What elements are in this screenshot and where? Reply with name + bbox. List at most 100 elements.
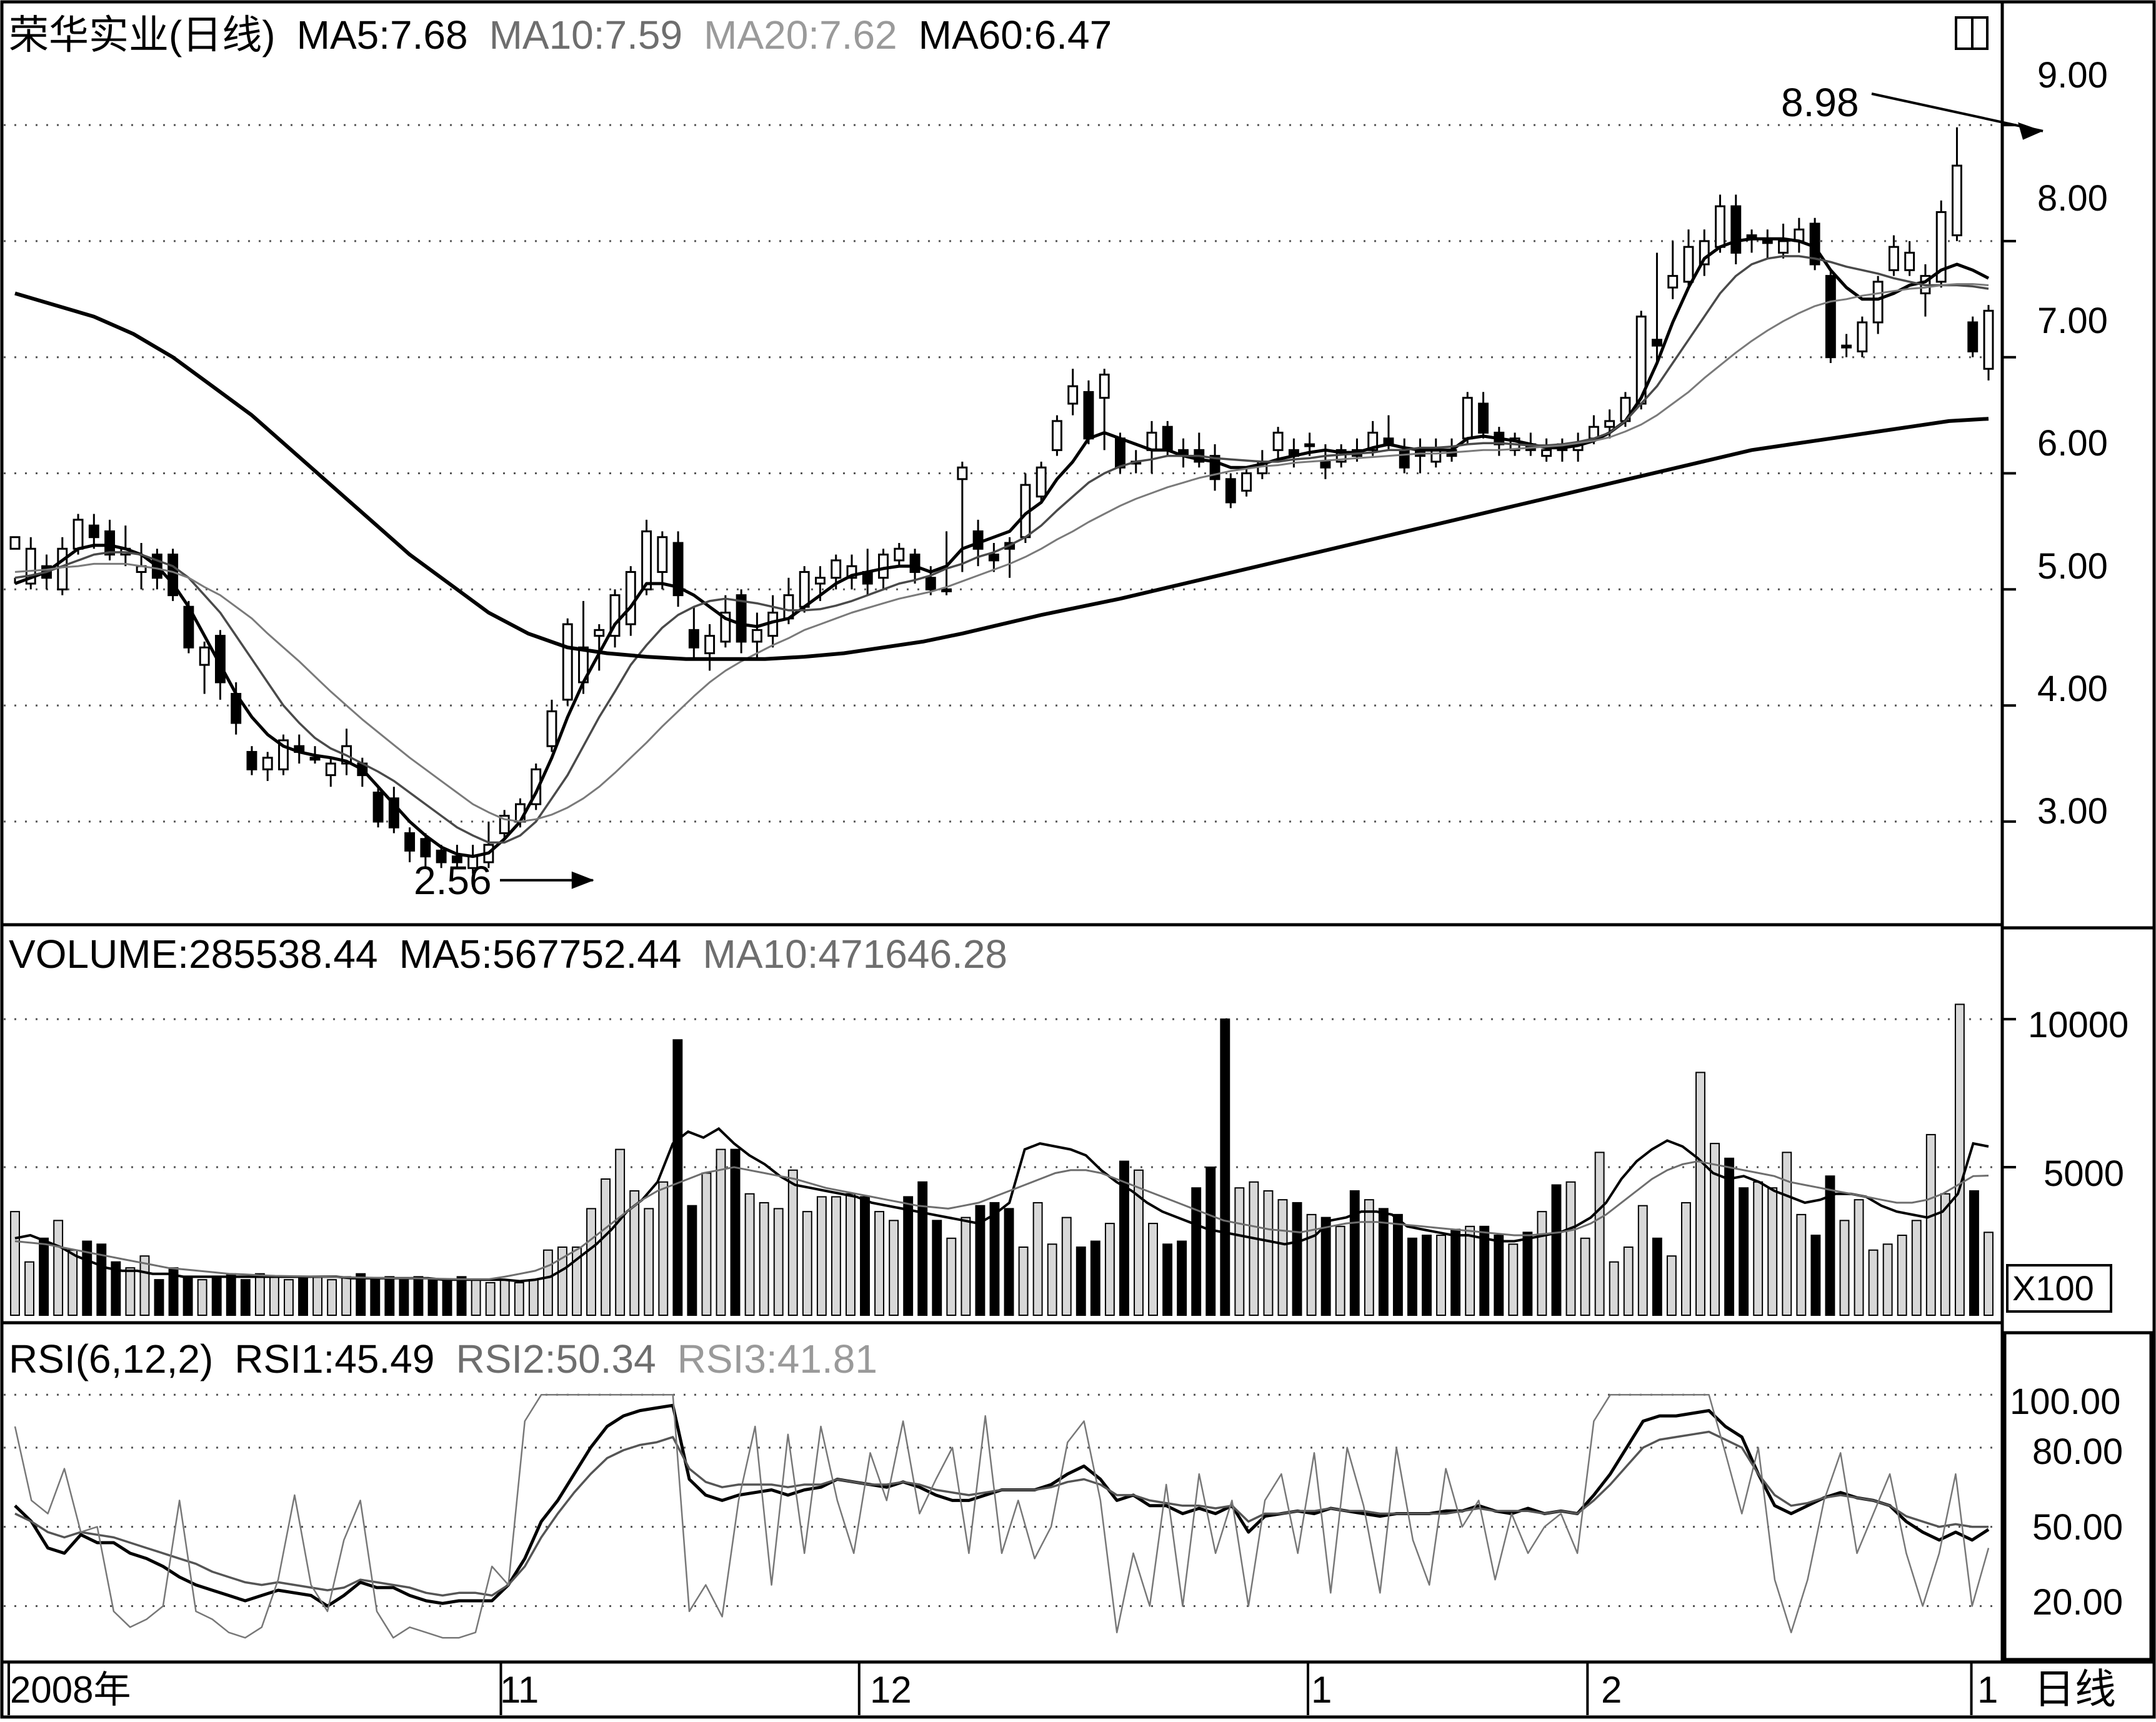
x-label-nov: 11 (500, 1669, 539, 1711)
candle (199, 641, 210, 694)
volume-ma5-readout: MA5:567752.44 (399, 932, 682, 977)
candle (1888, 235, 1899, 276)
volume-bar (1335, 1225, 1345, 1316)
rsi-tick-label: 80.00 (2032, 1431, 2124, 1472)
volume-bar (586, 1208, 596, 1316)
candle-body (104, 530, 116, 556)
volume-bar (1349, 1190, 1360, 1316)
candle-body (1225, 478, 1236, 504)
candle-body (1478, 402, 1489, 434)
candle-body (1162, 426, 1173, 451)
candle (751, 612, 762, 659)
rsi2-readout: RSI2:50.34 (456, 1336, 656, 1381)
x-label-jan: 1 (1311, 1669, 1332, 1711)
candle-body (88, 524, 99, 539)
volume-bar (1320, 1217, 1331, 1316)
volume-bar (1940, 1193, 1950, 1316)
window-toggle-icon[interactable] (1955, 16, 1989, 50)
candle-body (1935, 211, 1947, 283)
candle (167, 549, 179, 601)
volume-bar (1090, 1240, 1100, 1316)
volume-bar (456, 1276, 467, 1316)
candle-body (1888, 246, 1899, 271)
volume-bar (1407, 1237, 1417, 1316)
period-label[interactable]: 日线 (2034, 1666, 2116, 1712)
candle (1967, 316, 1979, 357)
volume-bar (1925, 1133, 1936, 1316)
volume-bar (1436, 1235, 1447, 1316)
candle-body (688, 629, 699, 649)
candle (957, 461, 968, 572)
volume-bar (514, 1282, 524, 1316)
volume-bar (1306, 1213, 1317, 1316)
volume-bar (269, 1276, 279, 1316)
price-ma-line (14, 255, 1989, 844)
volume-bar (846, 1193, 856, 1316)
candle-body (246, 750, 257, 770)
volume-bar (601, 1178, 611, 1316)
rsi-header: RSI(6,12,2) RSI1:45.49 RSI2:50.34 RSI3:41.8… (9, 1339, 899, 1379)
candle-body (1115, 437, 1125, 469)
volume-bar (1594, 1152, 1605, 1316)
volume-bar (197, 1279, 207, 1316)
price-tick-label: 3.00 (2037, 791, 2108, 832)
candle-body (1067, 385, 1079, 405)
volume-bar (903, 1196, 914, 1316)
volume-bar (1032, 1202, 1043, 1316)
price-tick-label: 7.00 (2037, 301, 2108, 341)
candle (88, 514, 99, 549)
price-ma-line (14, 237, 1990, 859)
candle (262, 752, 273, 781)
volume-bar (1263, 1190, 1274, 1316)
candle (1051, 415, 1062, 456)
volume-bar (1969, 1190, 1979, 1316)
volume-bar (1710, 1143, 1720, 1316)
price-ma-line (14, 291, 1989, 661)
volume-bar (1076, 1247, 1086, 1316)
volume-bar (658, 1181, 669, 1316)
candle-body (1462, 397, 1473, 440)
candle (1904, 241, 1915, 276)
volume-bar (1767, 1187, 1778, 1316)
candle (562, 618, 573, 706)
candle-body (1952, 164, 1962, 237)
volume-bar (1522, 1232, 1533, 1316)
candle-body (1730, 205, 1742, 254)
candle (372, 787, 384, 828)
volume-bar (1868, 1249, 1879, 1316)
candle-body (641, 530, 652, 590)
candle-body (1746, 234, 1757, 239)
volume-bar (716, 1148, 726, 1316)
candle-body (1825, 275, 1836, 359)
ma60-readout: MA60:6.47 (918, 12, 1112, 57)
volume-bar (499, 1279, 510, 1316)
volume-bar (356, 1273, 366, 1316)
rsi-axis-box (2003, 1331, 2153, 1661)
candle-body (420, 838, 431, 858)
min-arrowhead (571, 871, 594, 889)
candle-body (309, 757, 321, 761)
volume-bar (1652, 1237, 1662, 1316)
volume-bar (427, 1279, 438, 1316)
candle-body (1778, 240, 1789, 254)
volume-bar (542, 1249, 553, 1316)
volume-bar (629, 1190, 640, 1316)
candle (704, 624, 716, 671)
candle (1825, 270, 1836, 363)
volume-bar (298, 1276, 308, 1316)
candle-body (1872, 281, 1884, 324)
volume-bar (1047, 1243, 1057, 1316)
volume-bar (744, 1193, 755, 1316)
volume-bar (759, 1202, 769, 1316)
volume-bar (370, 1279, 381, 1316)
volume-bar (730, 1148, 741, 1316)
candle (1857, 316, 1868, 357)
candle (1241, 467, 1252, 497)
candle (1983, 305, 1994, 381)
candle (1099, 369, 1110, 450)
volume-bar (557, 1247, 567, 1316)
x-label-mar: 1 (1977, 1669, 1999, 1711)
candle-body (909, 554, 921, 573)
volume-bar (1782, 1152, 1792, 1316)
volume-bar (1854, 1199, 1864, 1316)
